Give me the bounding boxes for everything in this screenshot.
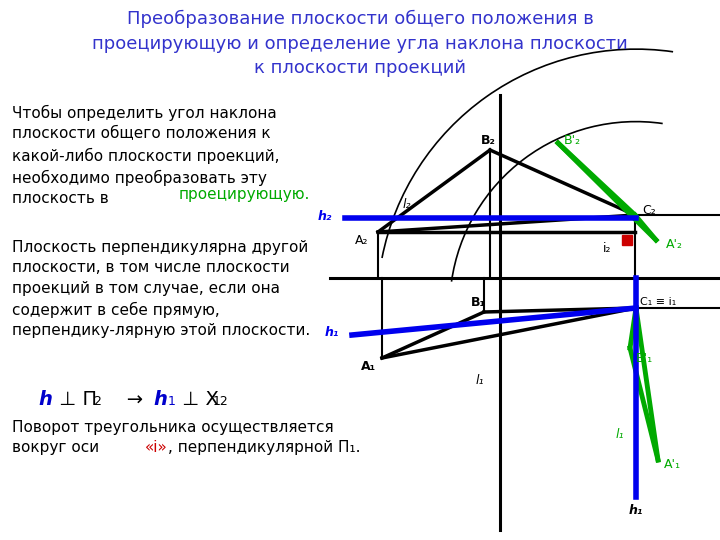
Text: i₂: i₂ xyxy=(603,241,611,254)
Text: h: h xyxy=(38,390,52,409)
Text: h: h xyxy=(153,390,167,409)
Text: проецирующую.: проецирующую. xyxy=(179,187,310,201)
Text: B'₂: B'₂ xyxy=(564,134,580,147)
Text: 2: 2 xyxy=(93,395,101,408)
Text: «i»: «i» xyxy=(145,441,168,455)
Text: l₂: l₂ xyxy=(402,199,411,212)
Text: ⊥ X: ⊥ X xyxy=(176,390,219,409)
Text: Чтобы определить угол наклона
плоскости общего положения к
какой-либо плоскости : Чтобы определить угол наклона плоскости … xyxy=(12,105,279,206)
Text: C₂: C₂ xyxy=(642,205,656,218)
Text: B₁: B₁ xyxy=(470,295,485,308)
Text: →: → xyxy=(108,390,143,409)
Text: 12: 12 xyxy=(213,395,229,408)
Text: B₂: B₂ xyxy=(480,134,495,147)
Text: A₁: A₁ xyxy=(361,360,376,373)
Text: l₁: l₁ xyxy=(476,374,485,387)
Text: 1: 1 xyxy=(168,395,176,408)
Text: h₁: h₁ xyxy=(325,327,339,340)
Text: , перпендикулярной П₁.: , перпендикулярной П₁. xyxy=(168,441,361,455)
Text: h₂: h₂ xyxy=(318,210,332,222)
Text: l₁: l₁ xyxy=(616,429,624,442)
Text: A'₁: A'₁ xyxy=(664,457,680,470)
Text: Преобразование плоскости общего положения в
проецирующую и определение угла накл: Преобразование плоскости общего положени… xyxy=(92,10,628,77)
Text: Поворот треугольника осуществляется
вокруг оси: Поворот треугольника осуществляется вокр… xyxy=(12,420,333,455)
Text: B'₁: B'₁ xyxy=(636,352,652,365)
Text: C₁ ≡ i₁: C₁ ≡ i₁ xyxy=(640,297,676,307)
Text: Плоскость перпендикулярна другой
плоскости, в том числе плоскости
проекций в том: Плоскость перпендикулярна другой плоскос… xyxy=(12,240,310,338)
Text: h₁: h₁ xyxy=(629,503,643,516)
Text: A'₂: A'₂ xyxy=(665,238,683,251)
Text: A₂: A₂ xyxy=(354,233,368,246)
Text: ⊥ П: ⊥ П xyxy=(53,390,97,409)
